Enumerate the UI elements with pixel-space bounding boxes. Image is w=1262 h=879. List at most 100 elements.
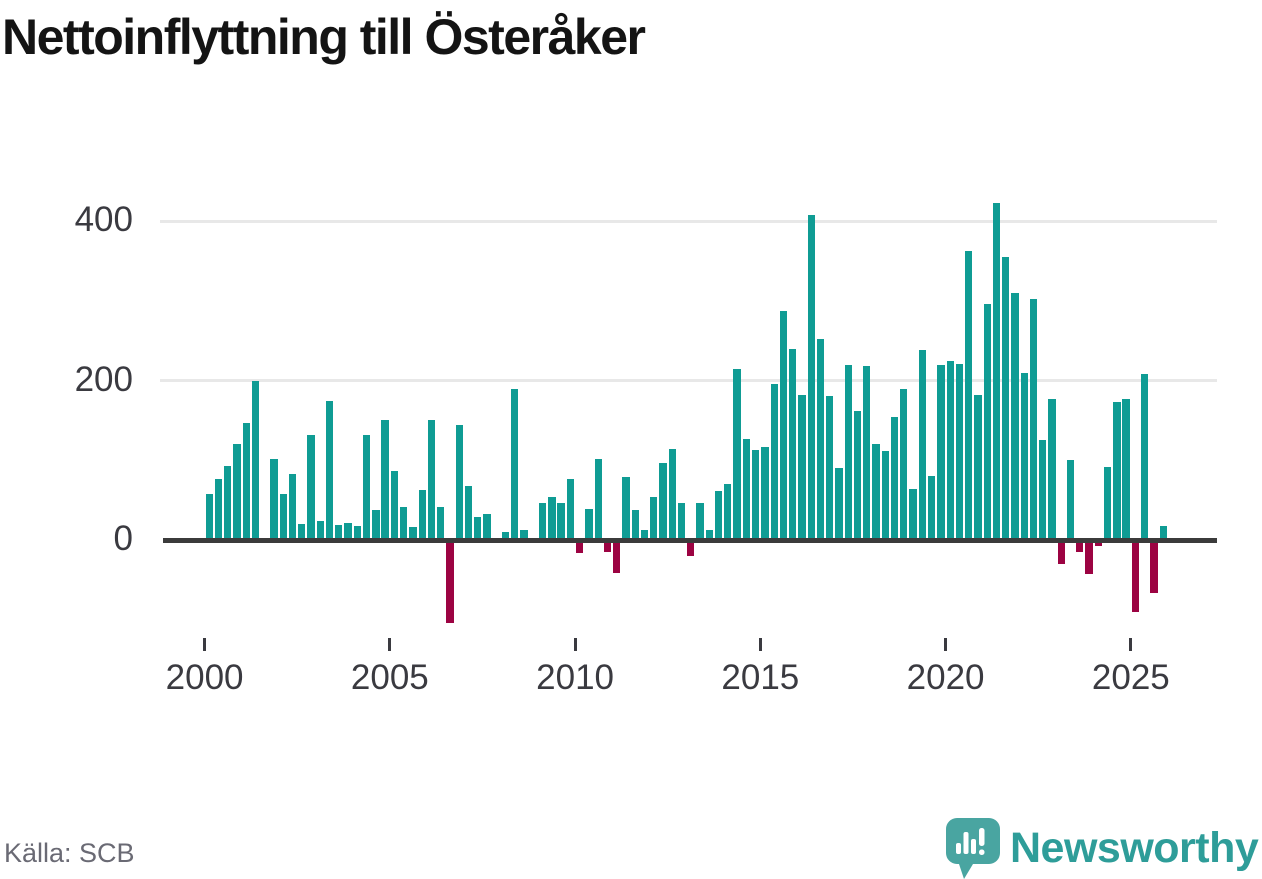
bar-2001Q4 — [270, 458, 278, 540]
bar-2006Q3 — [446, 540, 454, 623]
bar-2025Q1 — [1131, 540, 1140, 612]
bar-2019Q4 — [937, 364, 945, 540]
bar-2015Q1 — [761, 446, 769, 540]
bar-2021Q3 — [1002, 256, 1010, 540]
bar-2016Q3 — [816, 339, 825, 540]
chart-title: Nettoinflyttning till Österåker — [2, 9, 646, 65]
bar-2017Q4 — [863, 366, 871, 540]
newsworthy-logo: Newsworthy — [946, 818, 1259, 879]
x-tick-label-2010: 2010 — [536, 658, 615, 697]
bar-2012Q1 — [650, 496, 658, 540]
bar-2015Q3 — [779, 311, 788, 540]
bar-2004Q2 — [362, 434, 371, 540]
logo-bar-short — [956, 843, 961, 854]
bar-2021Q4 — [1011, 292, 1019, 540]
bar-2000Q1 — [205, 493, 213, 540]
bar-2017Q2 — [844, 365, 852, 540]
bar-2023Q1 — [1057, 540, 1065, 564]
bar-2008Q3 — [520, 529, 528, 540]
bar-2012Q4 — [677, 503, 686, 540]
logo-bar-tall — [963, 832, 969, 854]
bar-2022Q4 — [1048, 398, 1056, 540]
bar-2007Q2 — [474, 516, 482, 540]
bar-2005Q4 — [418, 489, 426, 540]
bar-2011Q2 — [622, 476, 630, 540]
bar-2019Q2 — [918, 350, 926, 540]
bar-2015Q4 — [789, 348, 797, 540]
x-tick-label-2000: 2000 — [165, 658, 244, 697]
bar-2013Q1 — [687, 540, 695, 556]
x-axis-line — [163, 537, 1217, 543]
bar-2008Q1 — [501, 532, 510, 540]
gridline-200 — [160, 379, 1217, 382]
bar-2018Q4 — [900, 389, 908, 540]
bar-2013Q3 — [705, 529, 713, 540]
bar-2013Q4 — [714, 491, 723, 540]
bar-2018Q2 — [881, 450, 889, 540]
bar-2000Q2 — [214, 478, 223, 540]
bar-2001Q2 — [251, 381, 260, 540]
bar-2021Q2 — [992, 202, 1001, 540]
bar-2025Q4 — [1159, 525, 1167, 540]
y-axis-label-0: 0 — [113, 519, 133, 558]
bar-2019Q3 — [927, 476, 936, 540]
bar-2021Q1 — [983, 303, 991, 540]
x-tick-mark-2020 — [944, 638, 948, 651]
bar-2023Q3 — [1076, 540, 1084, 552]
bar-2003Q2 — [325, 401, 334, 540]
bar-2010Q2 — [585, 508, 593, 540]
bar-2018Q1 — [872, 444, 880, 540]
bar-2004Q4 — [381, 419, 389, 540]
bar-2003Q1 — [316, 520, 324, 540]
bar-2020Q1 — [946, 360, 954, 540]
bar-2017Q1 — [835, 468, 843, 540]
bar-2023Q4 — [1085, 540, 1093, 575]
x-tick-mark-2025 — [1129, 638, 1133, 651]
bar-2014Q3 — [742, 438, 751, 540]
bar-2022Q1 — [1020, 372, 1028, 540]
bar-2010Q1 — [576, 540, 584, 553]
bar-2004Q3 — [372, 510, 380, 540]
bar-2002Q1 — [279, 493, 287, 540]
bar-2010Q3 — [594, 459, 602, 540]
bar-2023Q2 — [1066, 460, 1075, 540]
bar-2003Q3 — [335, 524, 343, 540]
x-tick-mark-2010 — [573, 638, 577, 651]
bar-2005Q2 — [400, 506, 408, 540]
bar-2012Q3 — [668, 449, 676, 540]
bar-2005Q3 — [409, 527, 417, 540]
bar-2000Q3 — [224, 465, 232, 540]
bar-2011Q4 — [640, 529, 649, 540]
bar-2004Q1 — [353, 526, 361, 540]
bar-2009Q4 — [566, 478, 575, 540]
x-tick-mark-2000 — [203, 638, 207, 651]
bar-2006Q2 — [437, 506, 445, 540]
bar-2025Q2 — [1141, 374, 1149, 540]
x-tick-label-2005: 2005 — [350, 658, 429, 697]
logo-bar-mid — [971, 839, 976, 854]
bar-2024Q4 — [1122, 398, 1130, 540]
newsworthy-wordmark: Newsworthy — [1010, 824, 1259, 872]
bar-2024Q2 — [1103, 466, 1112, 540]
bar-2000Q4 — [233, 444, 241, 540]
bar-2016Q4 — [826, 396, 834, 540]
y-axis-label-200: 200 — [74, 359, 133, 399]
bar-2007Q3 — [483, 513, 491, 540]
bar-2014Q4 — [751, 449, 760, 540]
bar-2009Q3 — [557, 503, 565, 540]
bar-2020Q3 — [965, 250, 973, 540]
bar-2016Q1 — [798, 394, 806, 540]
bar-2020Q4 — [974, 394, 982, 540]
bar-2006Q1 — [427, 419, 436, 540]
bar-2024Q3 — [1113, 402, 1121, 540]
bar-2011Q1 — [613, 540, 621, 573]
y-axis-label-400: 400 — [74, 200, 133, 239]
x-tick-mark-2015 — [758, 638, 762, 651]
bar-2022Q3 — [1039, 439, 1047, 540]
bar-2025Q3 — [1150, 540, 1158, 593]
bar-2022Q2 — [1029, 299, 1038, 540]
bar-2005Q1 — [390, 471, 399, 540]
bar-2014Q1 — [724, 484, 732, 540]
bar-2001Q1 — [242, 422, 250, 540]
